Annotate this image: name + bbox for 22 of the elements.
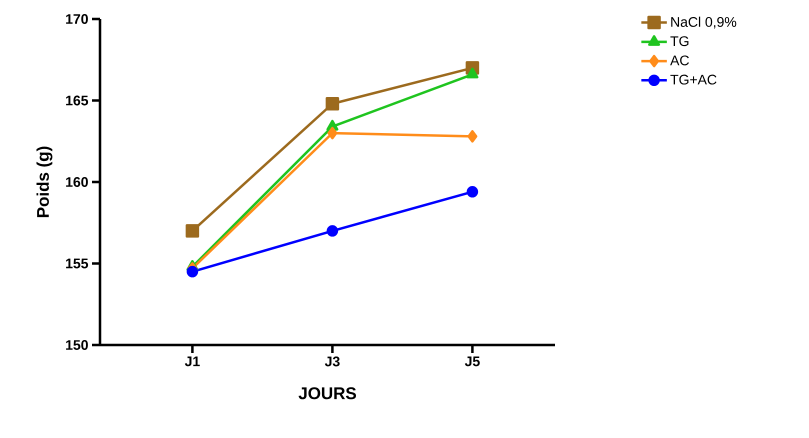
y-tick-label: 155 <box>66 258 88 268</box>
legend-label: AC <box>670 55 689 66</box>
y-tick-label: 150 <box>66 340 88 350</box>
point <box>326 97 340 110</box>
legend-label: NaCl 0,9% <box>671 16 736 29</box>
point <box>467 130 478 143</box>
x-tick-label: J1 <box>184 356 200 366</box>
x-tick-label: J5 <box>464 356 480 366</box>
point <box>327 126 338 140</box>
y-tick-label: 165 <box>66 96 88 106</box>
x-axis-title: JOURS <box>298 387 356 400</box>
y-tick-label: 160 <box>66 177 88 187</box>
y-tick-label: 170 <box>66 14 88 24</box>
y-axis-title: Poids (g) <box>36 146 52 218</box>
legend-label: TG+AC <box>670 74 716 85</box>
point <box>466 68 478 78</box>
legend-label: TG <box>670 36 688 46</box>
point <box>466 186 478 198</box>
point <box>186 224 200 238</box>
point <box>186 266 198 278</box>
x-tick-label: J3 <box>324 356 340 366</box>
point <box>326 225 338 237</box>
